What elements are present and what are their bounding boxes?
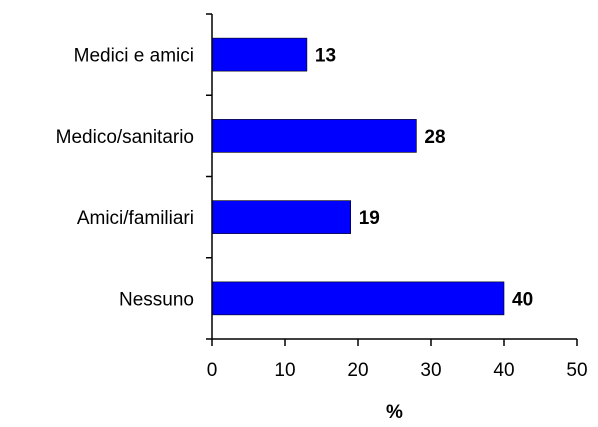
x-tick-label: 40 [493,360,514,381]
category-label: Nessuno [119,289,194,310]
x-tick-label: 30 [420,360,441,381]
bar [211,281,505,316]
x-axis-tick-labels: 0 10 20 30 40 50 [207,360,588,381]
x-tick-label: 50 [566,360,587,381]
x-axis-title: % [386,402,403,423]
bar [211,119,417,153]
x-tick-label: 20 [347,360,368,381]
category-labels-group: Medici e amici Medico/sanitario Amici/fami… [56,46,194,311]
bar-value-label: 19 [359,208,380,229]
x-tick-label: 0 [207,360,218,381]
x-tick-label: 10 [274,360,295,381]
value-labels-group: 13 28 19 40 [315,46,533,311]
category-label: Medici e amici [74,46,194,67]
y-axis-ticks [206,13,212,340]
bar [211,37,308,72]
category-label: Medico/sanitario [56,127,194,148]
category-label: Amici/familiari [77,208,194,229]
bar-value-label: 13 [315,46,336,67]
bars-group [211,37,505,316]
bar [211,200,351,234]
bar-value-label: 40 [512,289,533,310]
x-axis-ticks [211,339,578,346]
bar-value-label: 28 [424,127,445,148]
